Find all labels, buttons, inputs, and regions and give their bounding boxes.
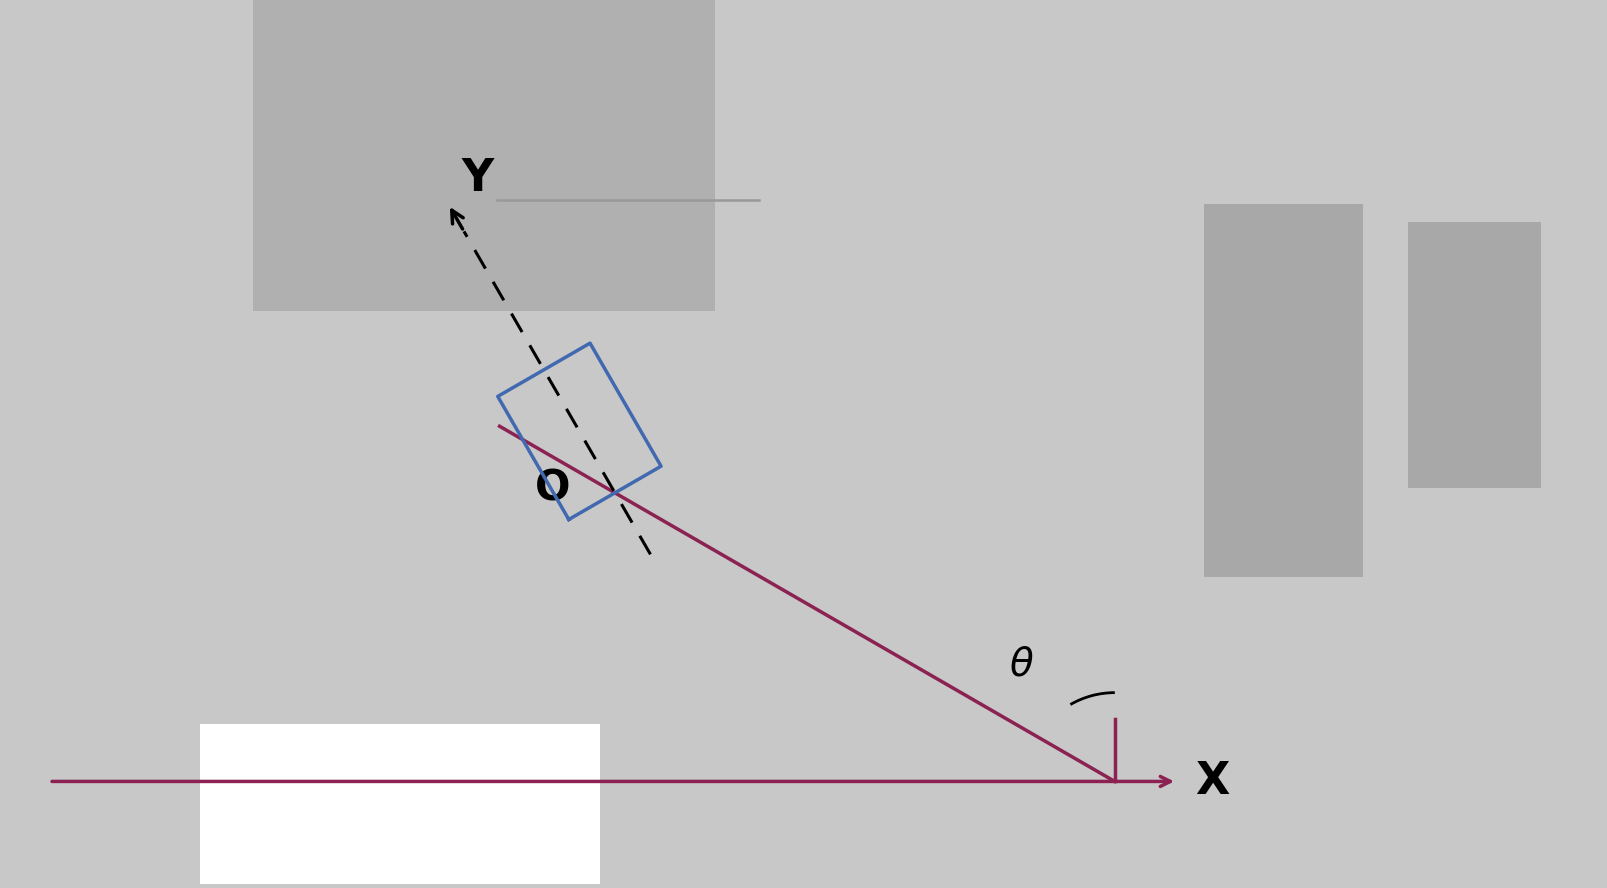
Text: Y: Y	[461, 157, 493, 200]
Text: X: X	[1194, 760, 1228, 803]
Bar	[1204, 204, 1363, 577]
Bar	[1408, 222, 1540, 488]
Bar	[199, 724, 599, 884]
Bar	[254, 0, 715, 311]
Text: O: O	[535, 467, 570, 510]
Text: θ: θ	[1009, 646, 1033, 684]
